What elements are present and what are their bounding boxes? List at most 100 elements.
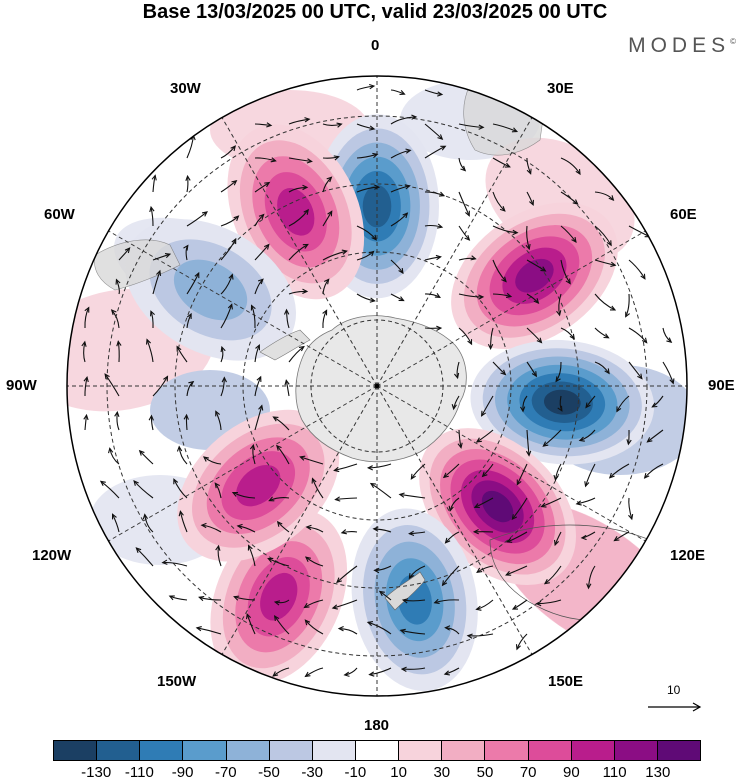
wind-vector-head [465, 210, 470, 217]
wind-vector [369, 667, 392, 676]
wind-vector [424, 123, 443, 140]
wind-vector-head [467, 339, 473, 346]
wind-vector-head [331, 604, 338, 610]
wind-vector [458, 327, 473, 345]
wind-vector-head [603, 333, 610, 339]
wind-vector [560, 259, 571, 284]
wind-vector [196, 627, 222, 635]
wind-vector [118, 247, 131, 261]
wind-vector-head [306, 158, 313, 164]
wind-vector [543, 429, 562, 447]
colorbar-tick-label: -10 [344, 764, 367, 781]
wind-vector [511, 497, 528, 520]
wind-vector [220, 304, 233, 329]
wind-vector-head [402, 212, 409, 219]
wind-vector-head [410, 473, 416, 480]
wind-vector-head [637, 373, 643, 380]
wind-vector [220, 377, 225, 397]
lon-label-150w: 150W [157, 673, 197, 690]
wind-vector-head [438, 191, 446, 197]
wind-vector [492, 225, 518, 234]
wind-vector-head [434, 292, 441, 299]
wind-vector-head [336, 122, 343, 128]
wind-vector-head [368, 671, 375, 677]
wind-vector-head [448, 505, 454, 512]
wind-vector [332, 599, 358, 609]
wind-vector-head [236, 523, 243, 530]
wind-vector [445, 627, 460, 635]
wind-vector-head [609, 305, 617, 311]
wind-vector [458, 123, 484, 128]
wind-vector [554, 463, 562, 480]
wind-vector [594, 361, 610, 374]
wind-vector-head [302, 288, 309, 295]
wind-vector [173, 479, 188, 499]
wind-vector-head [613, 536, 620, 542]
wind-vector [254, 123, 272, 127]
wind-vector-head [272, 416, 279, 422]
wind-vector-head [501, 276, 507, 283]
wind-vector-head [542, 441, 549, 447]
wind-vector-head [478, 294, 485, 300]
wind-vector-head [200, 522, 207, 529]
wind-vector [505, 565, 528, 576]
wind-vector-head [273, 614, 280, 622]
wind-vector-head [116, 340, 122, 347]
wind-vector-head [304, 619, 311, 626]
wind-vector [442, 565, 460, 586]
wind-vector-head [304, 117, 311, 123]
wind-vector [516, 463, 528, 485]
wind-vector-head [371, 234, 377, 241]
wind-vector [424, 145, 446, 159]
wind-vector [300, 456, 324, 465]
wind-vector [199, 596, 222, 601]
wind-vector [476, 429, 494, 443]
wind-vector-head [556, 310, 562, 317]
wind-vector-head [442, 472, 449, 479]
wind-vector-head [535, 600, 542, 607]
colorbar-tick-label: 90 [563, 764, 580, 781]
wind-vector [178, 446, 188, 465]
wind-vector-head [228, 273, 234, 280]
colorbar-segment [312, 741, 356, 760]
wind-vector [306, 526, 324, 533]
wind-vector [609, 463, 630, 479]
wind-vector-head [220, 345, 226, 353]
colorbar-segment [355, 741, 400, 760]
wind-vector-head [214, 482, 220, 489]
wind-vector [335, 497, 358, 501]
wind-vector [152, 270, 161, 295]
wind-vector [585, 395, 596, 408]
wind-vector-head [176, 345, 182, 352]
colorbar-segment [97, 741, 141, 760]
wind-vector [408, 565, 426, 579]
wind-vector-head [669, 378, 675, 385]
wind-vector-head [108, 447, 114, 454]
wind-vector [368, 463, 392, 469]
wind-vector-head [478, 124, 485, 130]
wind-vector-head [374, 184, 381, 190]
positive-anomaly-contour [260, 572, 298, 621]
wind-vector [334, 463, 358, 471]
colorbar-tick-label: -130 [81, 764, 112, 781]
lon-label-150e: 150E [548, 673, 584, 690]
wind-vector [367, 621, 392, 635]
wind-vector-head [188, 380, 195, 387]
reference-vector-arrow [648, 702, 702, 712]
wind-vector-head [565, 278, 571, 285]
colorbar-segment [54, 741, 98, 760]
wind-vector [400, 629, 426, 635]
wind-vector-head [194, 271, 200, 279]
wind-vector [116, 412, 120, 431]
wind-vector [560, 157, 581, 175]
wind-vector-head [531, 371, 538, 378]
wind-vector [560, 225, 577, 243]
wind-vector [322, 123, 342, 126]
wind-vector [269, 496, 290, 502]
wind-vector [220, 180, 237, 193]
wind-vector-head [334, 496, 341, 502]
wind-vector-head [529, 199, 534, 207]
wind-vector [203, 456, 222, 465]
wind-vector [304, 599, 324, 608]
wind-vector [628, 259, 646, 280]
